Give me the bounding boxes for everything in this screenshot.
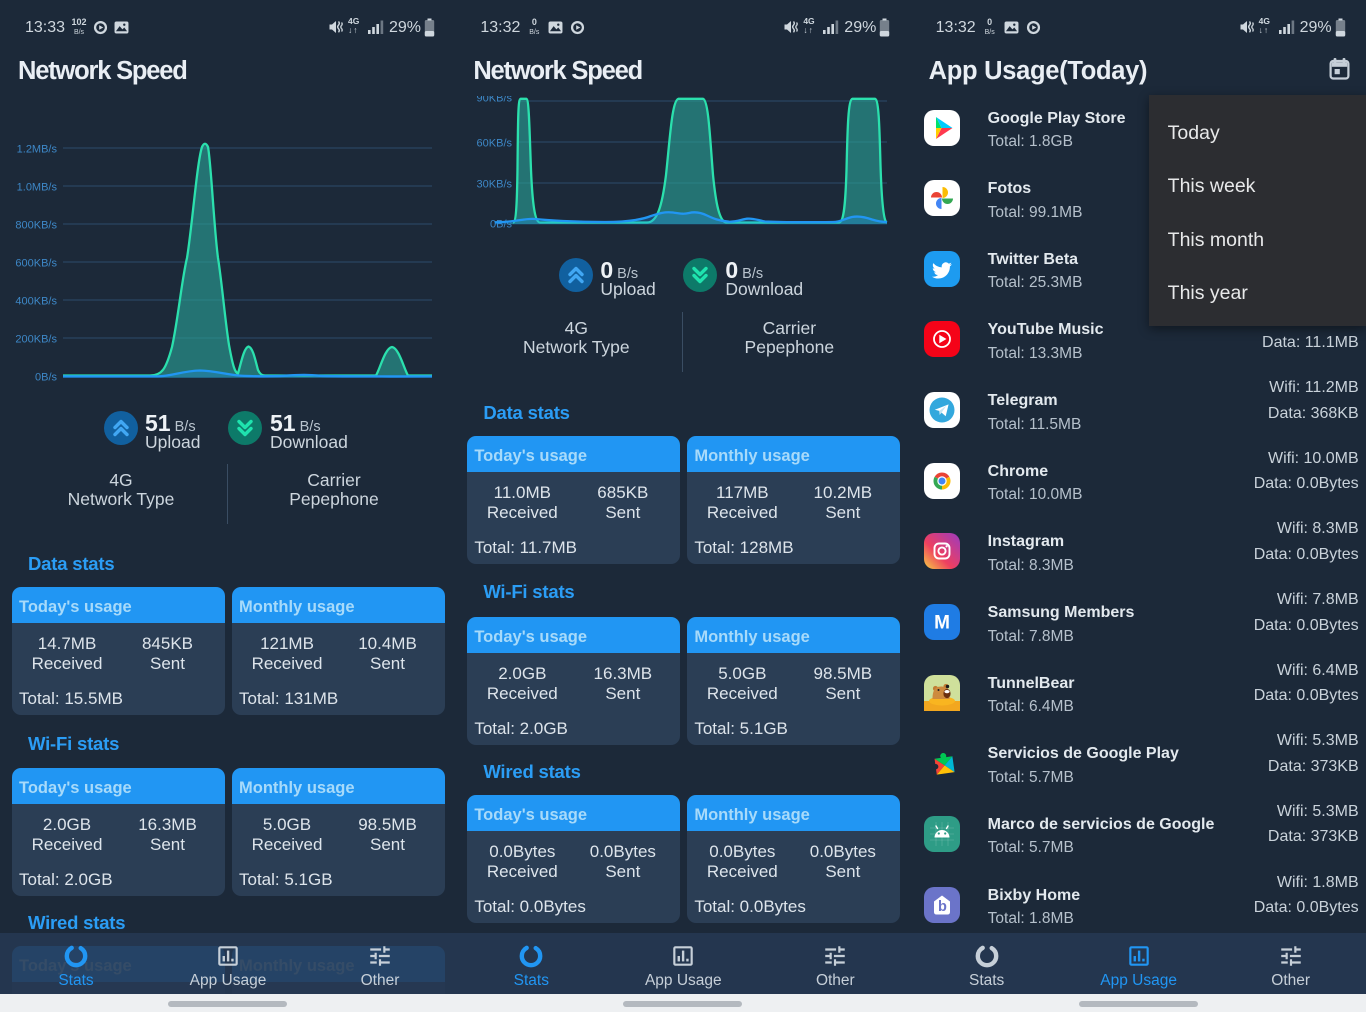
svg-text:0B/s: 0B/s <box>35 372 58 384</box>
svg-text:600KB/s: 600KB/s <box>15 258 57 270</box>
svg-text:800KB/s: 800KB/s <box>15 220 57 232</box>
svg-text:M: M <box>934 613 950 634</box>
svg-text:200KB/s: 200KB/s <box>15 334 57 346</box>
svg-text:60KB/s: 60KB/s <box>477 138 513 150</box>
svg-text:30KB/s: 30KB/s <box>477 179 513 191</box>
svg-text:b: b <box>938 899 947 915</box>
svg-text:400KB/s: 400KB/s <box>15 296 57 308</box>
svg-text:90KB/s: 90KB/s <box>477 96 513 105</box>
svg-text:0B/s: 0B/s <box>490 219 513 231</box>
svg-text:1.2MB/s: 1.2MB/s <box>17 144 58 156</box>
svg-text:1.0MB/s: 1.0MB/s <box>17 182 58 194</box>
